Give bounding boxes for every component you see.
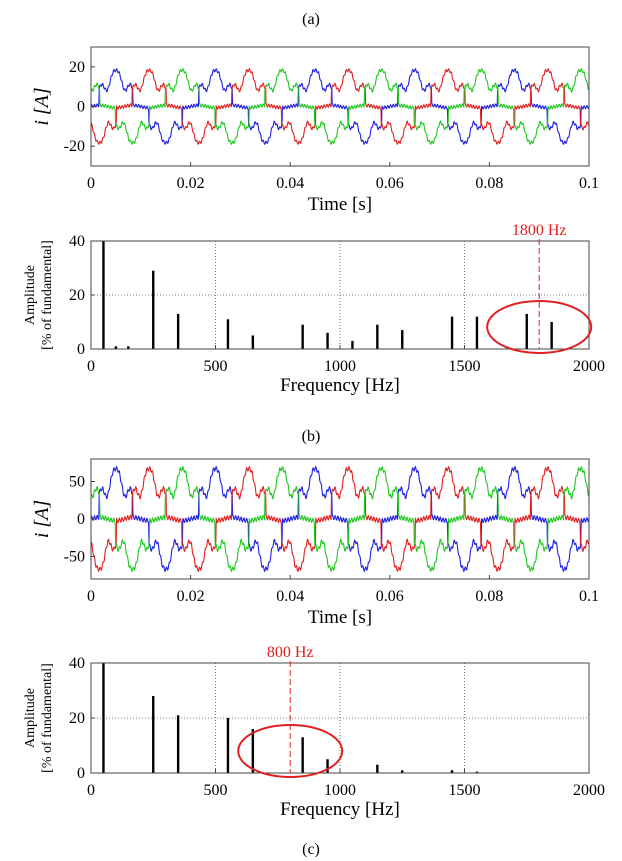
phase-current-line	[90, 67, 590, 146]
x-tick-label: 0.1	[579, 175, 599, 192]
highlight-ellipse	[237, 724, 344, 778]
y-tick-label: 40	[69, 233, 85, 250]
x-tick-label: 1500	[449, 358, 481, 375]
highlight-label: 1800 Hz	[512, 222, 567, 239]
x-tick-label: 0.08	[475, 175, 503, 192]
y-tick-label: 0	[77, 341, 85, 358]
x-tick-label: 1500	[449, 782, 481, 799]
y-axis-label-line: [% of fundamental]	[40, 663, 55, 773]
x-tick-label: 0.1	[579, 588, 599, 605]
phase-current-line	[90, 465, 590, 573]
y-tick-label: -20	[64, 138, 85, 155]
x-tick-label: 0	[87, 782, 95, 799]
x-tick-label: 0	[87, 358, 95, 375]
y-axis-label-line: Amplitude	[23, 688, 38, 748]
spectrum-plot-2: 0 500 1000 1500 2000 40 20 0 Frequency [Hz] Ampli…	[23, 644, 605, 820]
x-tick-label: 0	[87, 175, 95, 192]
y-axis-label-line: Amplitude	[23, 265, 38, 325]
y-tick-label: 50	[69, 474, 85, 491]
y-tick-label: 20	[69, 59, 85, 76]
caption-a: (a)	[302, 11, 320, 28]
highlight-ellipse	[486, 300, 593, 354]
y-axis-label: Amplitude [% of fundamental]	[23, 240, 55, 350]
x-axis-label: Frequency [Hz]	[280, 799, 400, 820]
y-axis-label-line: [% of fundamental]	[40, 240, 55, 350]
x-tick-label: 1000	[324, 782, 356, 799]
phase-current-line	[90, 465, 590, 572]
y-axis-label: i [A]	[31, 500, 53, 538]
y-tick-label: 40	[69, 655, 85, 672]
x-tick-label: 0.06	[376, 588, 404, 605]
x-tick-label: 0.02	[177, 588, 205, 605]
x-tick-label: 500	[204, 782, 228, 799]
x-tick-label: 0	[87, 588, 95, 605]
x-tick-label: 0.02	[177, 175, 205, 192]
current-plot-1: 0 0.02 0.04 0.06 0.08 0.1 20 0 -20 Time [s] i [A]	[31, 46, 599, 215]
x-tick-label: 0.04	[276, 175, 304, 192]
x-axis-label: Time [s]	[308, 194, 372, 215]
current-plot-2: 0 0.02 0.04 0.06 0.08 0.1 50 0 -50 Time [s] i [A]	[31, 458, 599, 628]
x-axis-label: Frequency [Hz]	[280, 375, 400, 396]
phase-current-line	[90, 68, 590, 146]
y-tick-label: 0	[77, 511, 85, 528]
x-tick-label: 0.06	[376, 175, 404, 192]
x-tick-label: 1000	[324, 358, 356, 375]
x-axis-label: Time [s]	[308, 607, 372, 628]
y-tick-label: 0	[77, 99, 85, 116]
y-tick-label: 20	[69, 710, 85, 727]
phase-current-line	[90, 466, 590, 573]
x-tick-label: 0.08	[475, 588, 503, 605]
x-tick-label: 2000	[573, 358, 605, 375]
y-axis-label: Amplitude [% of fundamental]	[23, 663, 55, 773]
y-tick-label: 20	[69, 287, 85, 304]
x-tick-label: 0.04	[276, 588, 304, 605]
spectrum-plot-1: 0 500 1000 1500 2000 40 20 0 Frequency [Hz] Ampli…	[23, 222, 605, 396]
x-tick-label: 2000	[573, 782, 605, 799]
y-tick-label: 0	[77, 765, 85, 782]
caption-b: (b)	[302, 428, 321, 445]
y-axis-label: i [A]	[31, 87, 53, 125]
y-tick-label: -50	[64, 549, 85, 566]
phase-current-line	[90, 67, 590, 145]
caption-c: (c)	[302, 841, 320, 858]
x-tick-label: 500	[204, 358, 228, 375]
highlight-label: 800 Hz	[267, 644, 314, 661]
